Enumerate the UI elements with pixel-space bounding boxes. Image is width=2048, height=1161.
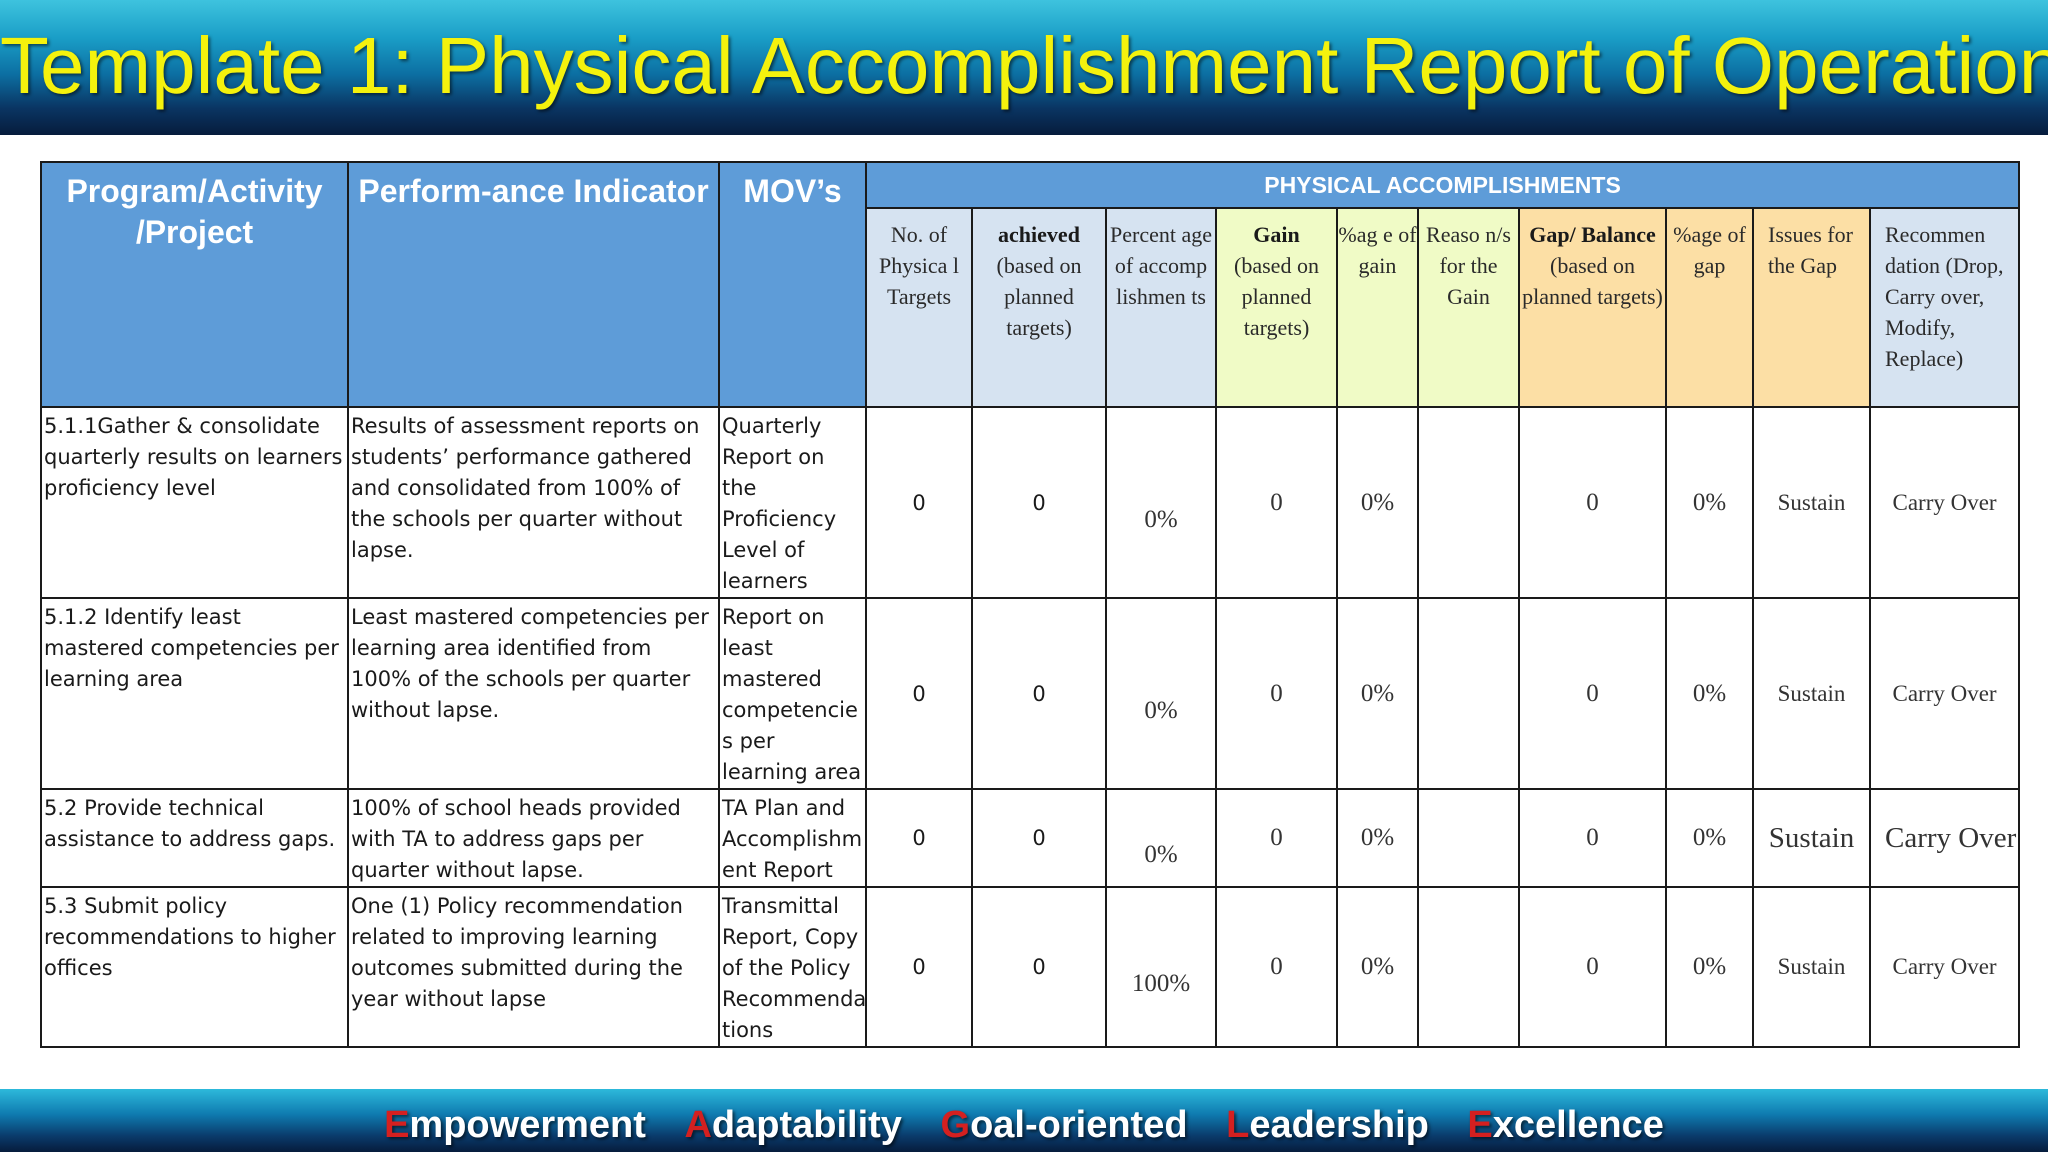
cell-gain: 0 [1215,406,1338,599]
cell-program: 5.1.1Gather & consolidate quarterly resu… [40,406,349,599]
subheader-achieved: achieved (based on planned targets) [971,207,1107,408]
cell-gap-pct: 0% [1665,597,1754,790]
cell-gain: 0 [1215,788,1338,888]
cell-percent: 0% [1105,597,1217,790]
cell-gap: 0 [1518,406,1667,599]
cell-reasons [1417,597,1520,790]
cell-mov: Report on least mastered competencie s p… [718,597,867,790]
subheader-targets: No. of Physica l Targets [865,207,973,408]
subheader-percent: Percent age of accomp lishmen ts [1105,207,1217,408]
cell-program: 5.2 Provide technical assistance to addr… [40,788,349,888]
cell-gain-pct: 0% [1336,597,1419,790]
value-goal-oriented: Goal-oriented [940,1104,1188,1146]
cell-gap: 0 [1518,886,1667,1048]
cell-achieved: 0 [971,406,1107,599]
accomplishment-table: Program/Activity /Project Perform-ance I… [40,161,2021,1048]
cell-reasons [1417,886,1520,1048]
cell-indicator: Least mastered competencies per learning… [347,597,720,790]
cell-mov: Quarterly Report on the Proficiency Leve… [718,406,867,599]
value-adaptability: Adaptability [684,1104,902,1146]
subheader-reasons: Reaso n/s for the Gain [1417,207,1520,408]
subheader-gap: Gap/ Balance (based on planned targets) [1518,207,1667,408]
title-banner: Template 1: Physical Accomplishment Repo… [0,0,2048,135]
cell-gap-pct: 0% [1665,788,1754,888]
core-values-banner: Empowerment Adaptability Goal-oriented L… [0,1089,2048,1152]
cell-achieved: 0 [971,886,1107,1048]
cell-issues: Sustain [1752,406,1871,599]
header-program: Program/Activity /Project [40,161,349,408]
core-values: Empowerment Adaptability Goal-oriented L… [0,1089,2048,1152]
cell-achieved: 0 [971,788,1107,888]
cell-targets: 0 [865,788,973,888]
cell-issues: Sustain [1752,886,1871,1048]
cell-indicator: Results of assessment reports on student… [347,406,720,599]
cell-recommendation: Carry Over [1868,886,2021,1048]
cell-issues: Sustain [1752,788,1871,888]
cell-percent: 0% [1105,788,1217,888]
table-row: 5.3 Submit policy recommendations to hig… [40,886,2021,1048]
subheader-gap-pct: %age of gap [1665,207,1754,408]
cell-program: 5.3 Submit policy recommendations to hig… [40,886,349,1048]
cell-targets: 0 [865,406,973,599]
cell-targets: 0 [865,597,973,790]
cell-targets: 0 [865,886,973,1048]
cell-gain-pct: 0% [1336,406,1419,599]
cell-reasons [1417,406,1520,599]
cell-recommendation: Carry Over [1868,597,2021,790]
value-excellence: Excellence [1467,1104,1664,1146]
cell-gain-pct: 0% [1336,788,1419,888]
subheader-issues: Issues for the Gap [1752,207,1871,408]
header-movs: MOV’s [718,161,867,408]
cell-issues: Sustain [1752,597,1871,790]
header-indicator: Perform-ance Indicator [347,161,720,408]
cell-gap-pct: 0% [1665,886,1754,1048]
table-row: 5.2 Provide technical assistance to addr… [40,788,2021,888]
cell-percent: 100% [1105,886,1217,1048]
value-empowerment: Empowerment [384,1104,646,1146]
subheader-gain: Gain (based on planned targets) [1215,207,1338,408]
cell-gain: 0 [1215,886,1338,1048]
cell-gain-pct: 0% [1336,886,1419,1048]
subheader-gain-pct: %ag e of gain [1336,207,1419,408]
cell-gap: 0 [1518,597,1667,790]
cell-percent: 0% [1105,406,1217,599]
cell-reasons [1417,788,1520,888]
cell-mov: Transmittal Report, Copy of the Policy R… [718,886,867,1048]
header-physical-accomplishments: PHYSICAL ACCOMPLISHMENTS [864,161,2021,209]
subheader-recommendation: Recommen dation (Drop, Carry over, Modif… [1868,207,2021,408]
page-title: Template 1: Physical Accomplishment Repo… [0,21,2048,110]
cell-achieved: 0 [971,597,1107,790]
cell-recommendation: Carry Over [1868,788,2021,888]
cell-gap-pct: 0% [1665,406,1754,599]
cell-gap: 0 [1518,788,1667,888]
cell-program: 5.1.2 Identify least mastered competenci… [40,597,349,790]
table-row: 5.1.2 Identify least mastered competenci… [40,597,2021,790]
table-row: 5.1.1Gather & consolidate quarterly resu… [40,406,2021,599]
value-leadership: Leadership [1226,1104,1429,1146]
cell-mov: TA Plan and Accomplishm ent Report [718,788,867,888]
cell-gain: 0 [1215,597,1338,790]
cell-recommendation: Carry Over [1868,406,2021,599]
cell-indicator: 100% of school heads provided with TA to… [347,788,720,888]
cell-indicator: One (1) Policy recommendation related to… [347,886,720,1048]
